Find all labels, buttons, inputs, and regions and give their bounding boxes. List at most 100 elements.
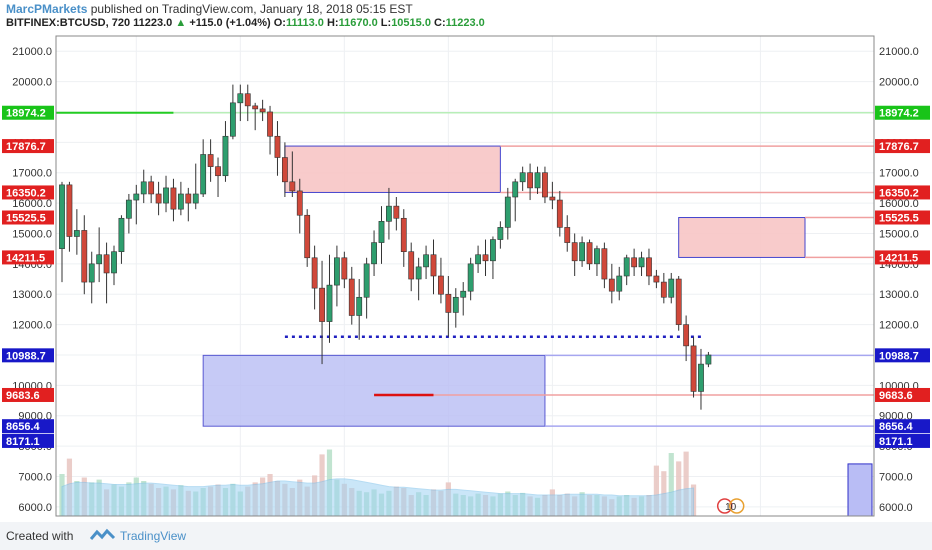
low-value: 10515.0 bbox=[391, 17, 431, 29]
price-label-right-bg bbox=[875, 419, 930, 434]
candle-body bbox=[668, 278, 675, 298]
y-tick-right: 7000.0 bbox=[879, 472, 913, 484]
volume-panel bbox=[59, 449, 873, 517]
candle-body bbox=[304, 214, 311, 259]
price-label-left: 17876.7 bbox=[6, 141, 46, 153]
candle-body bbox=[608, 278, 615, 292]
price-change: +115.0 (+1.04%) bbox=[189, 17, 271, 29]
candle-body bbox=[103, 254, 110, 274]
created-with-text: Created with bbox=[6, 529, 74, 543]
plot-frame bbox=[55, 35, 875, 517]
candle-body bbox=[111, 251, 117, 274]
candle-body bbox=[415, 266, 422, 280]
y-tick-left: 21000.0 bbox=[12, 46, 52, 58]
price-label-right-bg bbox=[875, 105, 930, 120]
candle-body bbox=[356, 296, 363, 316]
price-label-left-bg bbox=[2, 139, 54, 154]
price-label-left: 16350.2 bbox=[6, 187, 46, 199]
grid bbox=[56, 36, 874, 516]
price-label-right-bg bbox=[875, 348, 930, 363]
price-label-left: 15525.5 bbox=[6, 213, 46, 225]
price-label-right: 15525.5 bbox=[879, 213, 919, 225]
price-label-right: 10988.7 bbox=[879, 350, 919, 362]
candle-body bbox=[281, 157, 288, 183]
candles bbox=[59, 84, 712, 410]
published-text: published on TradingView.com, January 18… bbox=[90, 2, 413, 16]
candle-body bbox=[542, 172, 548, 198]
volume-bar bbox=[653, 465, 659, 516]
candle-body bbox=[229, 102, 236, 137]
candle-body bbox=[586, 242, 593, 265]
price-label-left: 18974.2 bbox=[6, 108, 46, 120]
events-count: 10 bbox=[725, 502, 737, 513]
symbol-name: BITFINEX:BTCUSD, 720 bbox=[6, 17, 131, 29]
candle-body bbox=[259, 108, 266, 113]
zone-red bbox=[284, 145, 501, 193]
candle-body bbox=[274, 135, 281, 158]
y-tick-right: 15000.0 bbox=[879, 228, 919, 240]
tradingview-link[interactable]: TradingView bbox=[120, 529, 187, 543]
publish-info: MarcPMarkets published on TradingView.co… bbox=[6, 2, 413, 16]
volume-bar bbox=[683, 451, 689, 516]
price-label-left: 10988.7 bbox=[6, 350, 46, 362]
candle-body bbox=[66, 184, 73, 237]
volume-average-area bbox=[61, 478, 695, 517]
y-tick-right: 6000.0 bbox=[879, 502, 913, 514]
price-label-right-bg bbox=[875, 250, 930, 265]
candle-body bbox=[512, 181, 519, 198]
candle-body bbox=[148, 181, 155, 195]
author-name[interactable]: MarcPMarkets bbox=[6, 2, 88, 16]
candle-body bbox=[125, 199, 132, 219]
candle-body bbox=[348, 278, 355, 316]
candle-body bbox=[438, 275, 444, 295]
candle-body bbox=[341, 257, 348, 280]
price-label-right: 8656.4 bbox=[879, 421, 914, 433]
candle-body bbox=[601, 248, 608, 280]
y-tick-right: 12000.0 bbox=[879, 320, 919, 332]
price-label-right-bg bbox=[875, 210, 930, 225]
candle-body bbox=[252, 105, 259, 110]
candle-body bbox=[319, 287, 325, 322]
candle-body bbox=[334, 257, 340, 286]
candle-body bbox=[215, 166, 221, 177]
volume-bar bbox=[676, 461, 682, 516]
candle-body bbox=[393, 205, 400, 219]
close-label: C: bbox=[434, 17, 446, 29]
candle-body bbox=[460, 290, 467, 298]
last-price: 11223.0 bbox=[133, 17, 173, 29]
y-tick-right: 13000.0 bbox=[879, 289, 919, 301]
candle-body bbox=[59, 184, 65, 249]
candle-body bbox=[660, 281, 667, 298]
candle-body bbox=[504, 196, 511, 228]
price-label-left-bg bbox=[2, 419, 54, 434]
candle-body bbox=[371, 242, 377, 265]
y-tick-right: 21000.0 bbox=[879, 46, 919, 58]
zone-red bbox=[678, 217, 806, 258]
candle-body bbox=[631, 257, 638, 268]
price-label-right: 18974.2 bbox=[879, 108, 919, 120]
candle-body bbox=[326, 284, 333, 322]
candle-body bbox=[155, 193, 162, 204]
y-tick-left: 7000.0 bbox=[18, 472, 52, 484]
candle-body bbox=[571, 242, 578, 262]
price-label-left-bg bbox=[2, 185, 54, 200]
candle-body bbox=[705, 354, 712, 365]
price-chart[interactable]: 21000.021000.020000.020000.019000.019000… bbox=[0, 32, 932, 522]
price-label-left: 9683.6 bbox=[6, 390, 40, 402]
candle-body bbox=[311, 257, 318, 289]
y-tick-left: 15000.0 bbox=[12, 228, 52, 240]
candle-body bbox=[698, 363, 704, 392]
y-tick-left: 16000.0 bbox=[12, 198, 52, 210]
tradingview-logo-icon bbox=[90, 528, 116, 540]
y-tick-left: 17000.0 bbox=[12, 168, 52, 180]
event-flag-icon bbox=[716, 498, 733, 514]
y-tick-left: 20000.0 bbox=[12, 77, 52, 89]
candle-body bbox=[363, 263, 370, 298]
candle-body bbox=[653, 275, 660, 283]
price-label-right-bg bbox=[875, 139, 930, 154]
candle-body bbox=[430, 254, 437, 277]
candle-body bbox=[467, 263, 474, 292]
price-label-left-bg bbox=[2, 210, 54, 225]
candle-body bbox=[222, 135, 229, 177]
zones bbox=[202, 145, 806, 427]
